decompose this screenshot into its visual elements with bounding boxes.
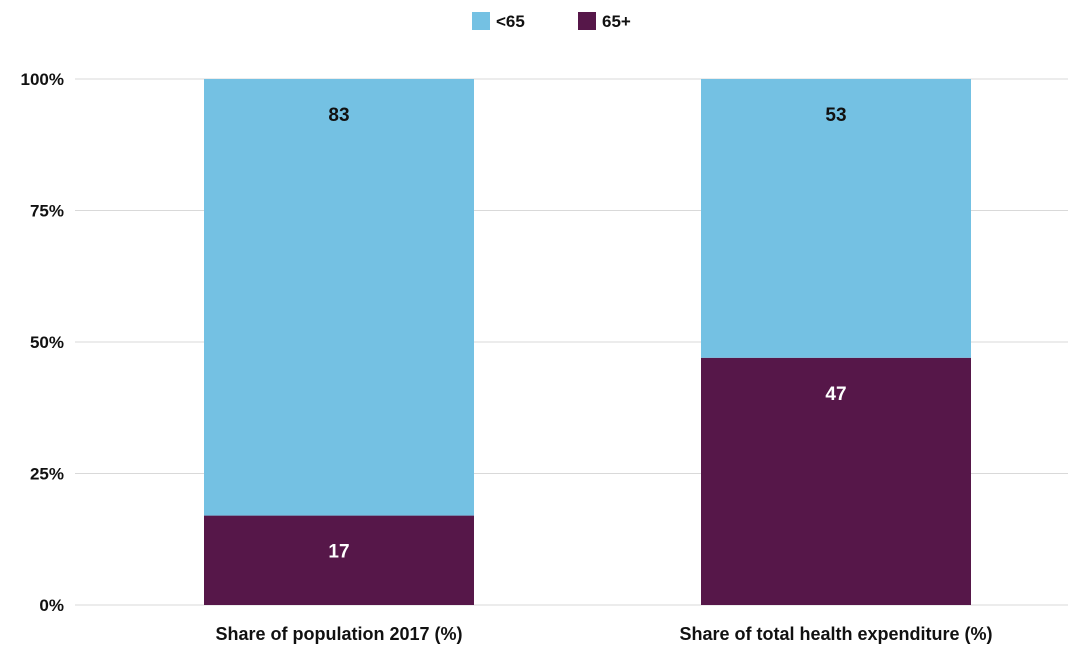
bar-value-label: 83 xyxy=(328,105,349,126)
bars xyxy=(204,79,971,605)
legend[interactable]: <65 65+ xyxy=(472,12,631,31)
bar-value-label: 53 xyxy=(825,105,846,126)
y-tick-label: 50% xyxy=(30,333,64,352)
bar-segment xyxy=(701,357,971,605)
legend-item-label: <65 xyxy=(496,12,525,31)
bar-value-label: 17 xyxy=(328,542,349,563)
y-axis-ticks: 0% 25% 50% 75% 100% xyxy=(21,70,64,615)
x-axis-categories: Share of population 2017 (%) Share of tot… xyxy=(215,624,992,644)
y-tick-label: 75% xyxy=(30,202,64,221)
bar-value-label: 47 xyxy=(825,384,846,405)
bar-segment xyxy=(204,515,474,605)
x-category-label: Share of population 2017 (%) xyxy=(215,624,462,644)
y-tick-label: 0% xyxy=(39,596,64,615)
y-tick-label: 100% xyxy=(21,70,64,89)
legend-swatch xyxy=(472,12,490,30)
bar-segment xyxy=(204,79,474,516)
legend-swatch xyxy=(578,12,596,30)
data-labels: 17 83 47 53 xyxy=(328,105,846,563)
y-tick-label: 25% xyxy=(30,465,64,484)
x-category-label: Share of total health expenditure (%) xyxy=(679,624,992,644)
legend-item-label: 65+ xyxy=(602,12,631,31)
bar-segment xyxy=(701,79,971,358)
